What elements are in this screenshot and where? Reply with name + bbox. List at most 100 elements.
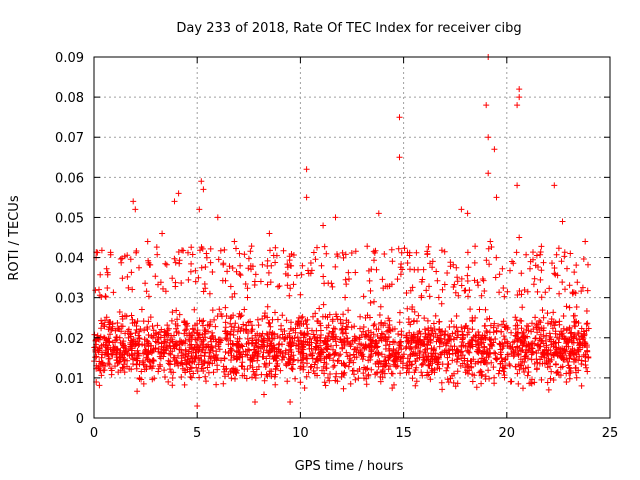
data-point xyxy=(534,288,541,295)
data-point xyxy=(552,361,559,367)
data-point xyxy=(343,349,350,356)
data-point xyxy=(275,352,281,359)
data-point xyxy=(365,371,372,378)
data-point xyxy=(532,314,539,321)
data-point xyxy=(347,352,353,359)
data-point xyxy=(282,347,289,354)
data-point xyxy=(381,251,388,257)
data-point xyxy=(411,369,418,376)
data-point xyxy=(114,320,121,326)
data-point xyxy=(197,247,203,254)
data-point xyxy=(98,247,105,254)
data-point xyxy=(300,320,307,327)
data-point xyxy=(191,359,198,365)
data-point xyxy=(178,350,185,356)
data-point xyxy=(309,327,315,334)
data-point xyxy=(194,327,201,334)
data-point xyxy=(299,262,306,269)
data-point xyxy=(563,335,570,342)
data-point xyxy=(259,353,266,360)
data-point xyxy=(141,336,148,343)
data-point xyxy=(376,337,383,344)
data-point xyxy=(154,251,161,258)
data-point xyxy=(458,324,465,331)
data-point xyxy=(488,359,495,366)
data-point xyxy=(521,287,528,293)
data-point xyxy=(421,348,428,354)
data-point xyxy=(171,343,177,350)
data-point xyxy=(507,267,513,274)
data-point xyxy=(524,372,531,379)
data-point xyxy=(135,342,142,348)
data-point xyxy=(439,286,446,293)
data-point xyxy=(405,319,412,326)
data-point xyxy=(451,370,457,377)
data-point xyxy=(257,345,264,352)
data-point xyxy=(180,365,186,372)
data-point xyxy=(391,357,398,364)
data-point xyxy=(196,317,203,324)
data-point xyxy=(531,360,538,367)
data-point xyxy=(227,331,234,338)
data-point xyxy=(548,351,555,358)
data-point xyxy=(564,358,571,365)
data-point xyxy=(404,338,411,344)
data-point xyxy=(182,327,188,334)
data-point xyxy=(254,357,261,364)
data-point xyxy=(193,353,200,360)
data-point xyxy=(133,323,140,329)
data-point xyxy=(396,319,403,326)
data-point xyxy=(537,251,544,258)
data-point xyxy=(161,332,168,339)
data-point xyxy=(120,356,127,363)
data-point xyxy=(200,336,207,343)
data-point-outlier xyxy=(200,186,207,193)
data-point xyxy=(117,347,124,354)
data-point xyxy=(227,315,234,322)
data-point xyxy=(389,258,396,265)
data-point xyxy=(512,326,519,332)
data-point xyxy=(107,319,114,326)
data-point xyxy=(189,251,196,258)
data-point xyxy=(509,344,516,351)
data-point xyxy=(298,271,305,278)
data-point xyxy=(178,340,185,347)
data-point xyxy=(114,349,121,356)
data-point xyxy=(310,249,317,256)
data-point xyxy=(104,269,111,276)
data-point xyxy=(297,329,304,336)
data-point xyxy=(110,347,116,354)
data-point xyxy=(537,337,544,344)
data-point xyxy=(411,266,418,273)
y-tick-label: 0 xyxy=(76,412,84,427)
data-point xyxy=(418,292,425,299)
data-point xyxy=(508,378,515,385)
data-point xyxy=(476,344,483,351)
data-point xyxy=(416,354,423,361)
data-point xyxy=(553,344,560,351)
data-point xyxy=(401,245,408,252)
data-point xyxy=(267,247,273,254)
data-point xyxy=(181,318,188,325)
data-point xyxy=(100,361,106,368)
data-point xyxy=(512,332,519,339)
data-point xyxy=(331,350,338,357)
data-point xyxy=(473,384,480,391)
data-point xyxy=(385,354,392,361)
data-point xyxy=(234,328,241,335)
data-point xyxy=(265,319,272,326)
data-point xyxy=(317,320,323,327)
data-point xyxy=(154,339,160,346)
data-point xyxy=(559,279,566,286)
data-point xyxy=(198,264,205,271)
data-point xyxy=(138,368,145,375)
data-point xyxy=(190,346,197,353)
data-point xyxy=(419,361,426,368)
data-point xyxy=(150,358,157,364)
data-point xyxy=(297,379,304,386)
data-point xyxy=(314,372,321,379)
data-point-outlier xyxy=(196,206,203,213)
data-point xyxy=(392,362,399,369)
data-point xyxy=(540,314,547,321)
data-point xyxy=(486,336,493,343)
